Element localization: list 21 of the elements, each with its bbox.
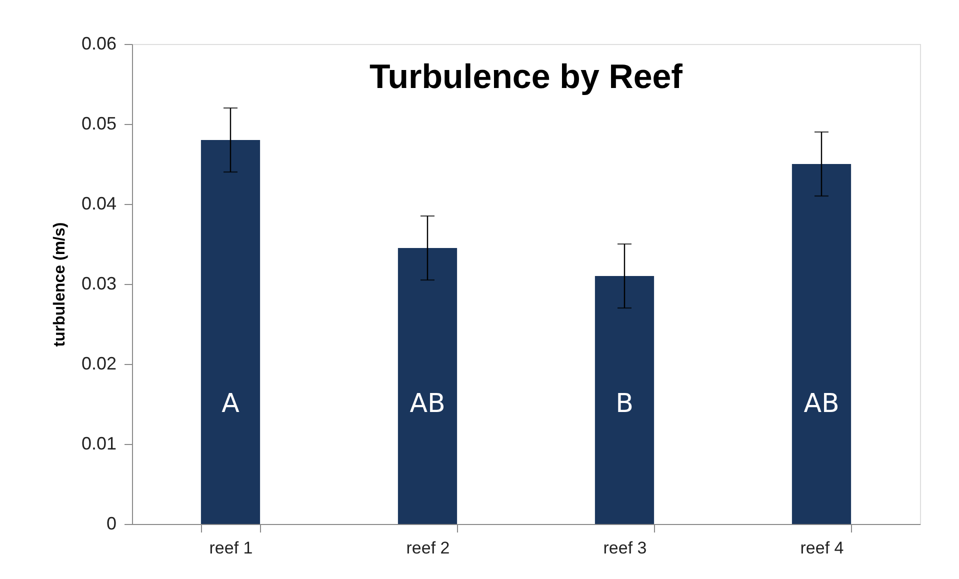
annotation: B bbox=[616, 389, 634, 419]
y-tick-label: 0.04 bbox=[81, 194, 116, 214]
y-tick-label: 0.01 bbox=[81, 434, 116, 454]
y-tick-label: 0.06 bbox=[81, 34, 116, 54]
y-axis-title: turbulence (m/s) bbox=[51, 222, 68, 347]
y-tick-label: 0.02 bbox=[81, 354, 116, 374]
x-tick-label: reef 1 bbox=[209, 538, 253, 558]
chart-title: Turbulence by Reef bbox=[370, 58, 684, 96]
y-tick-label: 0.05 bbox=[81, 114, 116, 134]
x-tick-label: reef 3 bbox=[603, 538, 647, 558]
x-tick-label: reef 4 bbox=[800, 538, 844, 558]
x-tick-label: reef 2 bbox=[406, 538, 450, 558]
annotation: AB bbox=[410, 389, 446, 419]
bar bbox=[594, 276, 654, 524]
bar bbox=[200, 140, 260, 524]
annotation: AB bbox=[804, 389, 840, 419]
bar bbox=[792, 164, 852, 524]
annotation: A bbox=[222, 389, 240, 419]
y-tick-label: 0.03 bbox=[81, 274, 116, 294]
y-tick-label: 0 bbox=[106, 514, 116, 534]
bar bbox=[398, 248, 458, 524]
